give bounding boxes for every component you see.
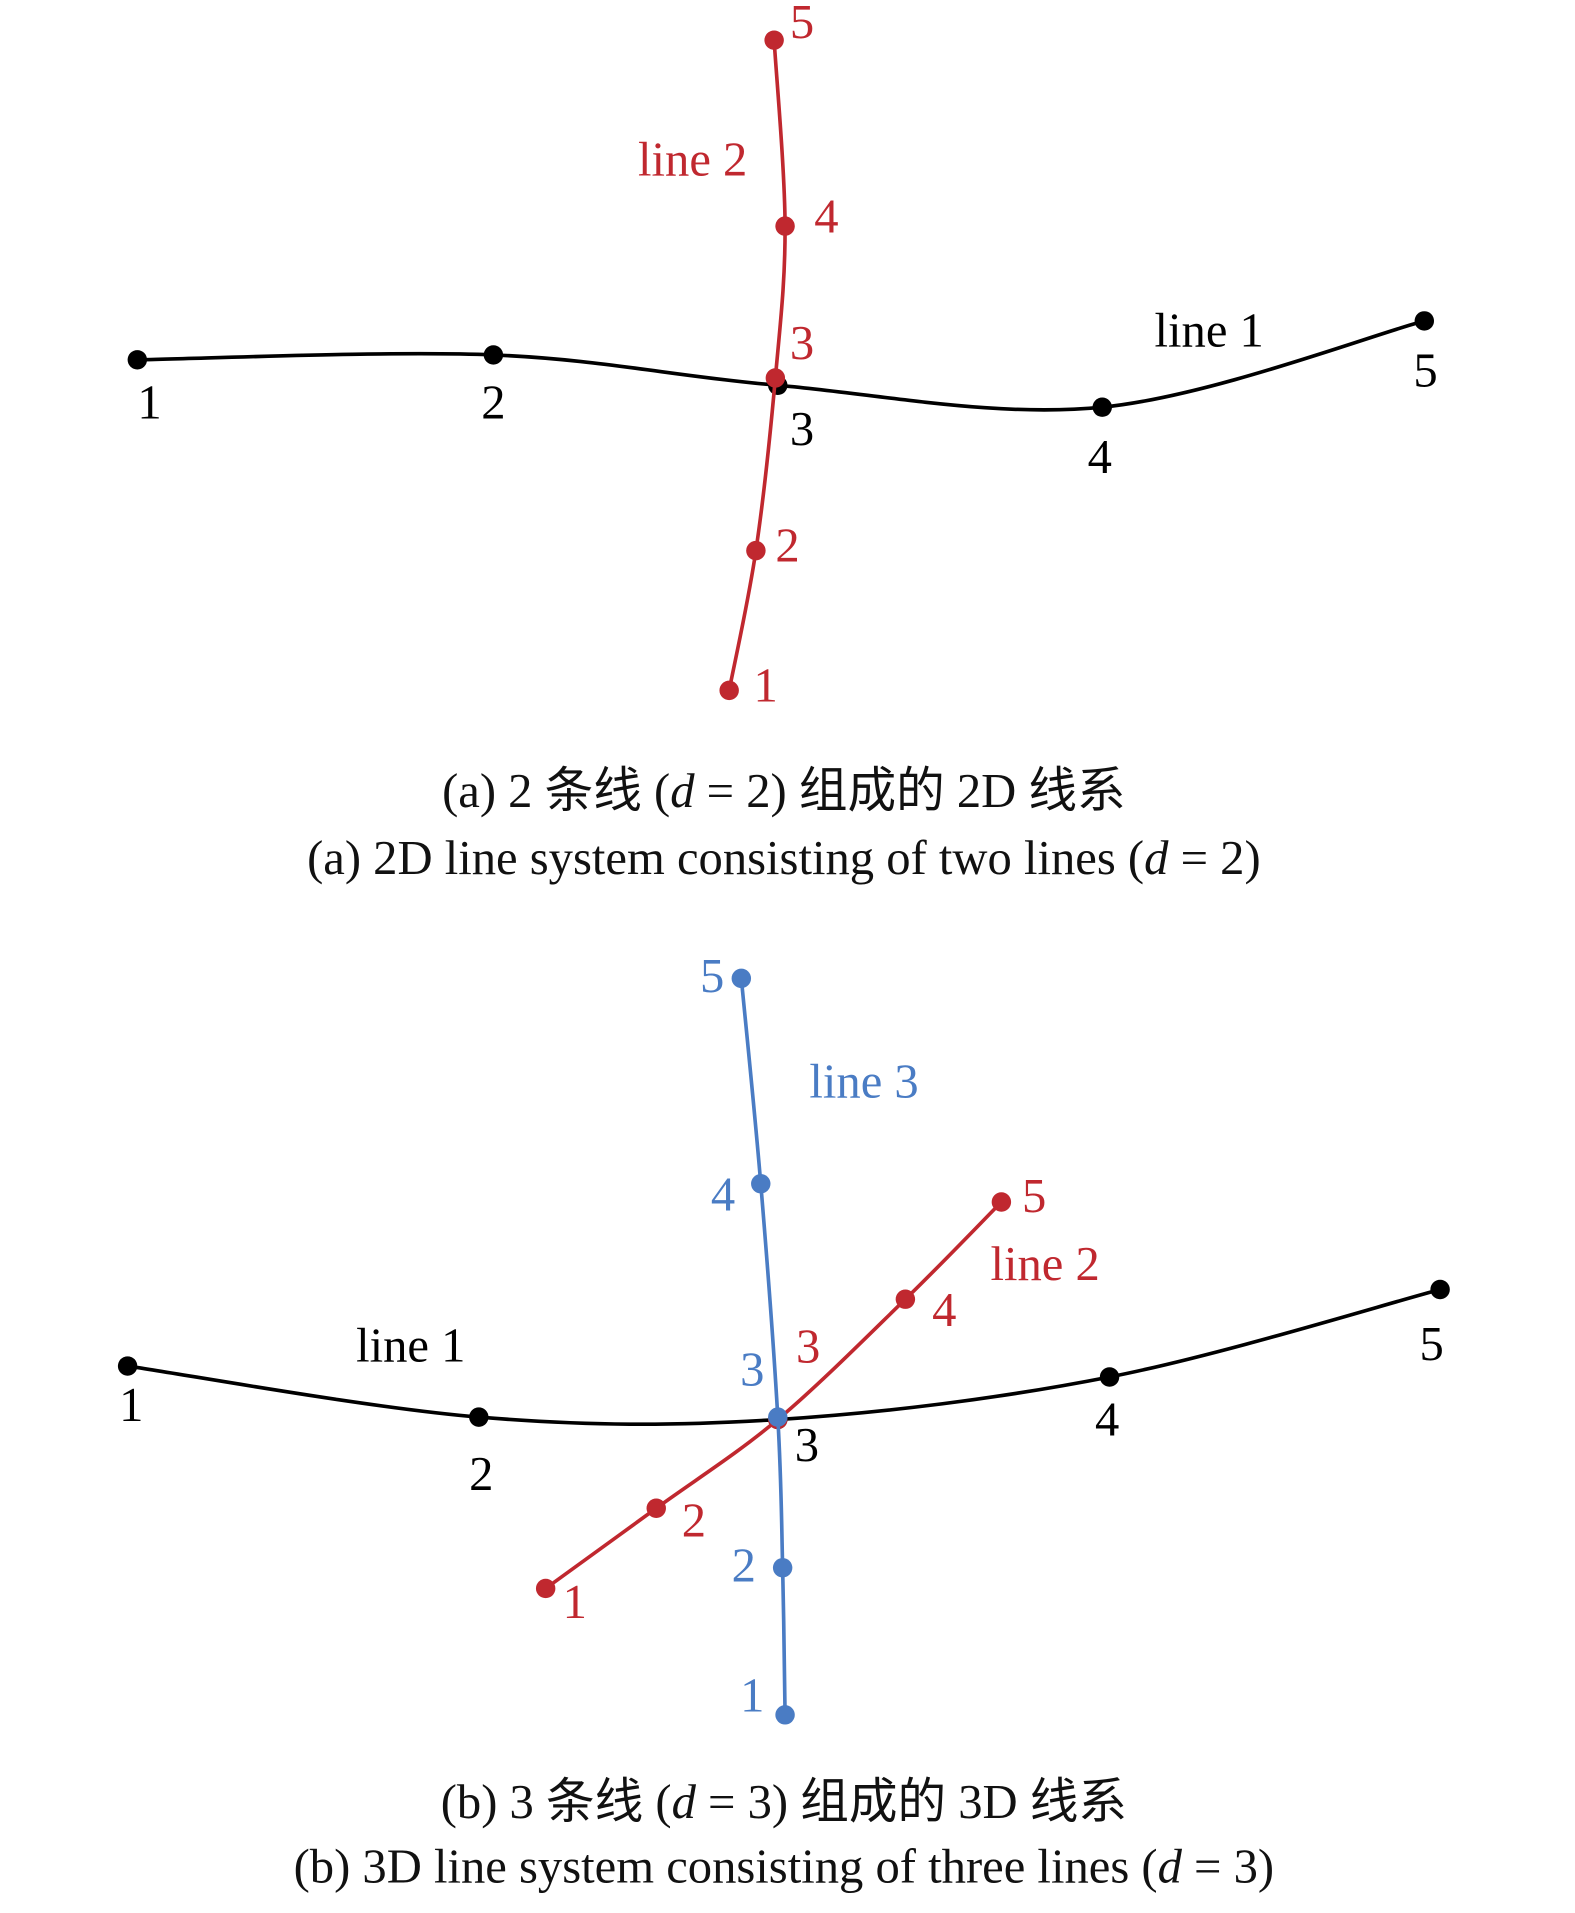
line-path [739, 978, 787, 1715]
point [731, 968, 752, 989]
caption-part: (b) 3 条线 ( [441, 1775, 672, 1829]
point [483, 345, 504, 365]
point-label: 5 [700, 949, 724, 1003]
point [746, 540, 766, 561]
caption-part: d [670, 764, 695, 818]
caption-part: d [672, 1775, 697, 1829]
point [751, 1174, 771, 1194]
point-label: 2 [732, 1538, 756, 1592]
point-label: 3 [790, 402, 814, 456]
caption-part: (a) 2 条线 ( [442, 764, 670, 818]
point [1099, 1367, 1120, 1387]
point-label: 3 [790, 316, 814, 370]
point [1414, 311, 1435, 331]
point [772, 1558, 793, 1578]
caption: (a) 2 条线 (d = 2) 组成的 2D 线系 [442, 764, 1126, 818]
line-group: 1 2 3 4 5 line 1 [127, 304, 1438, 484]
point [764, 30, 784, 50]
line-group: 1 2 3 4 5 line 2 [535, 1169, 1100, 1629]
point [991, 1192, 1012, 1212]
caption-part: (a) 2D line system consisting of two lin… [307, 831, 1144, 885]
point [535, 1578, 556, 1599]
point-label: 5 [1413, 344, 1437, 398]
point-label: 5 [790, 0, 814, 49]
point-label: 5 [1419, 1317, 1443, 1371]
point-label: 5 [1022, 1169, 1046, 1223]
line-label: line 2 [638, 132, 747, 186]
point-label: 2 [469, 1447, 493, 1501]
point [117, 1356, 138, 1376]
line-group: 1 2 3 4 5 line 1 [117, 1279, 1450, 1501]
line-path [544, 1200, 1003, 1590]
point-label: 1 [563, 1575, 587, 1629]
caption-part: (b) 3D line system consisting of three l… [294, 1840, 1158, 1894]
line-label: line 3 [809, 1055, 918, 1109]
point [765, 368, 786, 388]
point-label: 1 [753, 659, 777, 713]
panel: 1 2 3 4 5 line 1 1 2 3 4 5 line 2 1 2 3 4 5 line 3 (b) 3 条… [117, 949, 1450, 1894]
point [775, 216, 795, 236]
line-path [127, 1287, 1441, 1427]
point-label: 4 [711, 1168, 735, 1222]
point [469, 1407, 489, 1427]
point [768, 1407, 788, 1427]
point [646, 1498, 666, 1518]
point-label: 2 [775, 519, 799, 573]
line-group: 1 2 3 4 5 line 3 [700, 949, 919, 1725]
point [895, 1289, 916, 1309]
line-label: line 1 [1155, 304, 1264, 358]
point-label: 4 [814, 189, 838, 243]
point [1092, 397, 1112, 417]
caption: (b) 3D line system consisting of three l… [294, 1840, 1275, 1894]
caption-part: = 2) [1168, 831, 1260, 885]
point-label: 3 [795, 1418, 819, 1472]
caption-part: d [1158, 1840, 1183, 1894]
caption-part: = 3) 组成的 3D 线系 [696, 1775, 1127, 1829]
point-label: 2 [682, 1493, 706, 1547]
point-label: 3 [796, 1320, 820, 1374]
line-group: 1 2 3 4 5 line 2 [638, 0, 839, 713]
caption-part: = 2) 组成的 2D 线系 [695, 764, 1126, 818]
point-label: 1 [119, 1378, 143, 1432]
point-label: 2 [481, 375, 505, 429]
point [127, 350, 148, 370]
point [1430, 1279, 1450, 1300]
line-label: line 1 [356, 1318, 465, 1372]
point-label: 4 [1088, 430, 1112, 484]
point [719, 680, 739, 701]
point-label: 1 [137, 375, 161, 429]
point-label: 4 [932, 1283, 956, 1337]
point-label: 3 [740, 1343, 764, 1397]
point [775, 1705, 795, 1725]
caption: (a) 2D line system consisting of two lin… [307, 831, 1261, 885]
point-label: 4 [1095, 1393, 1119, 1447]
caption: (b) 3 条线 (d = 3) 组成的 3D 线系 [441, 1775, 1127, 1829]
point-label: 1 [740, 1668, 764, 1722]
line-label: line 2 [990, 1237, 1099, 1291]
caption-part: d [1144, 831, 1169, 885]
caption-part: = 3) [1182, 1840, 1274, 1894]
